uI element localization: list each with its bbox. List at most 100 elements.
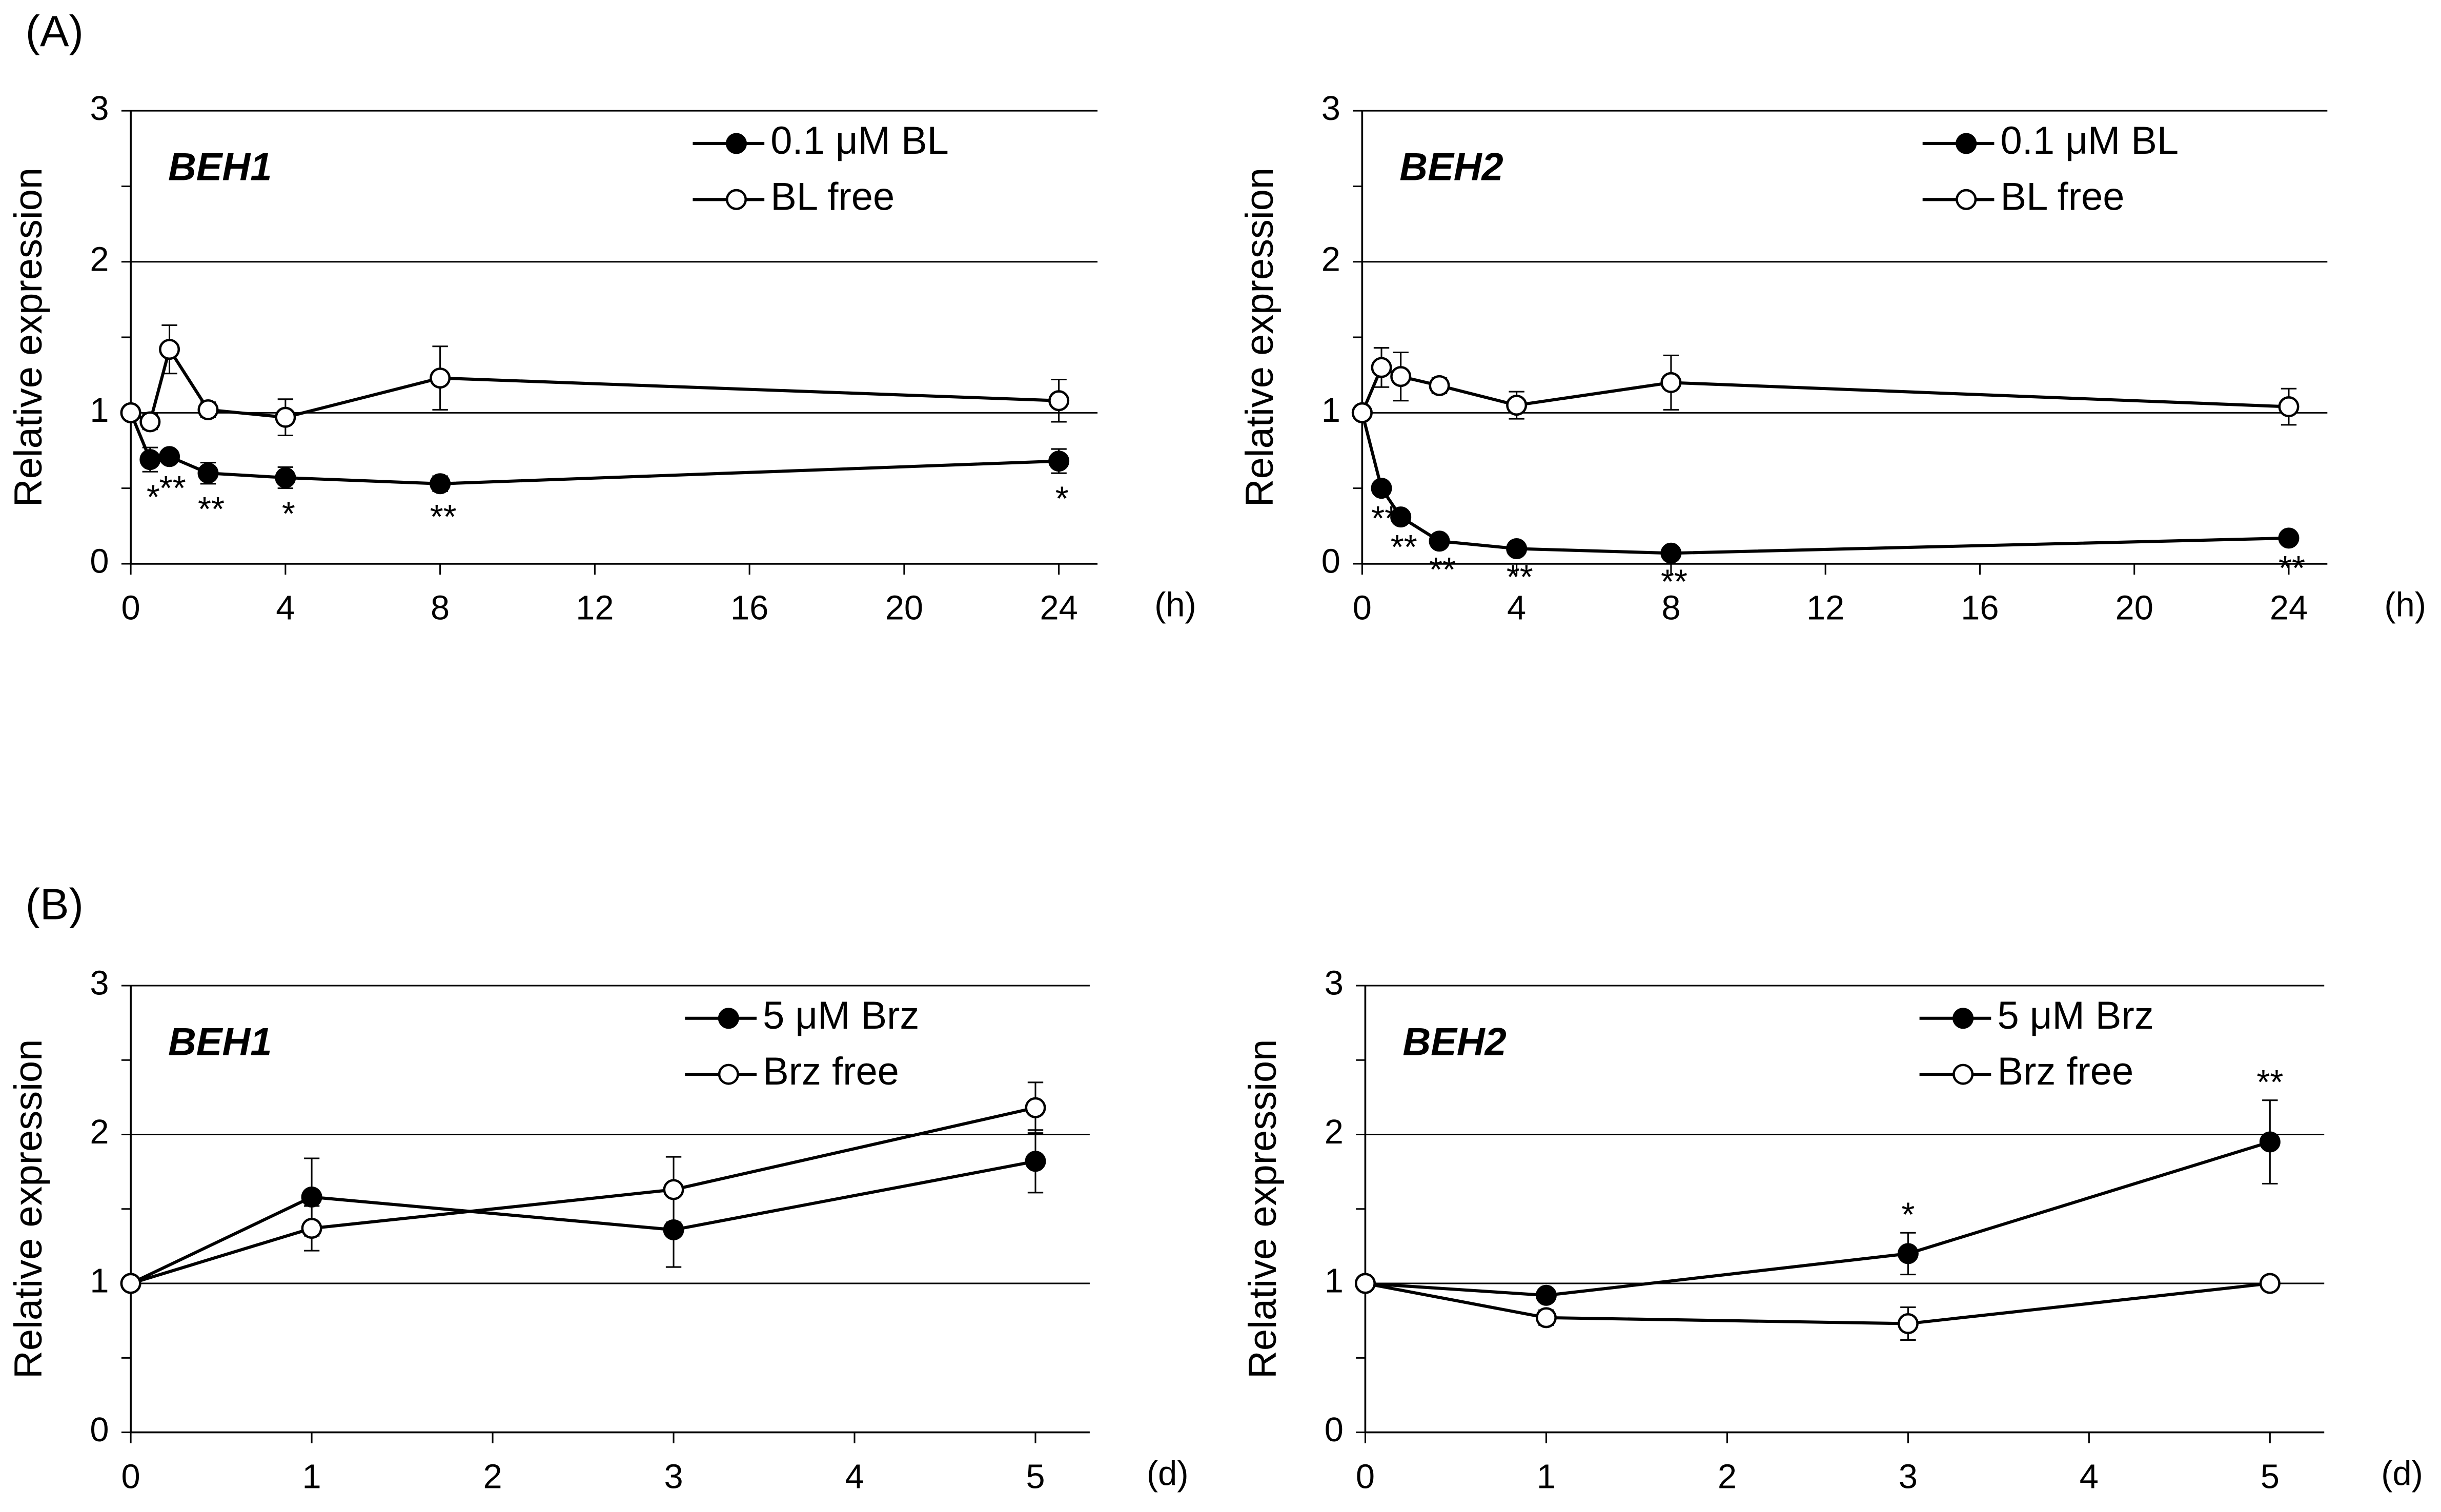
data-point xyxy=(1506,395,1528,416)
y-tick-label: 3 xyxy=(1321,90,1340,128)
data-point xyxy=(1429,375,1450,396)
x-axis-unit: (h) xyxy=(2384,586,2426,624)
y-tick-label: 0 xyxy=(1325,1411,1344,1449)
legend-label: 0.1 μM BL xyxy=(2001,119,2179,162)
y-axis-label: Relative expression xyxy=(1238,168,1281,507)
legend-label: BL free xyxy=(770,175,894,218)
data-point xyxy=(197,399,219,420)
data-point xyxy=(1371,357,1392,378)
legend-label: Brz free xyxy=(1997,1050,2133,1093)
data-point xyxy=(1390,366,1412,387)
series-line xyxy=(130,1106,1036,1285)
legend-marker xyxy=(718,1064,739,1085)
x-tick-label: 24 xyxy=(2270,589,2308,627)
significance: ** xyxy=(1507,559,1533,597)
data-point xyxy=(1025,1097,1046,1118)
data-point xyxy=(2278,396,2300,418)
series-line xyxy=(129,412,1059,485)
y-tick-label: 2 xyxy=(1325,1113,1344,1151)
x-tick-label: 3 xyxy=(664,1458,683,1496)
x-axis-unit: (d) xyxy=(2381,1455,2423,1493)
significance: ** xyxy=(1661,563,1687,601)
data-point xyxy=(2259,1273,2281,1294)
x-axis-unit: (d) xyxy=(1147,1455,1189,1493)
x-tick-label: 5 xyxy=(1026,1458,1045,1496)
data-point xyxy=(1897,1313,1919,1334)
data-point xyxy=(139,449,161,471)
data-point xyxy=(1660,542,1682,564)
gene-label: BEH1 xyxy=(168,146,272,189)
significance: ** xyxy=(198,491,225,528)
data-point xyxy=(301,1187,322,1208)
legend-marker xyxy=(725,189,747,210)
data-point xyxy=(197,462,219,484)
legend-marker xyxy=(1956,189,1977,210)
data-point xyxy=(120,1273,141,1294)
data-point xyxy=(1351,402,1373,423)
x-tick-label: 16 xyxy=(730,589,768,627)
x-tick-label: 4 xyxy=(2080,1458,2099,1496)
data-point xyxy=(1354,1273,1376,1294)
data-point xyxy=(159,339,180,360)
x-tick-label: 2 xyxy=(483,1458,502,1496)
data-point xyxy=(430,473,451,495)
x-tick-label: 4 xyxy=(276,589,295,627)
x-tick-label: 8 xyxy=(1661,589,1680,627)
x-tick-label: 0 xyxy=(1353,589,1372,627)
x-tick-label: 0 xyxy=(121,1458,140,1496)
y-tick-label: 2 xyxy=(90,240,109,278)
x-tick-label: 24 xyxy=(1040,589,1077,627)
x-tick-label: 20 xyxy=(2115,589,2153,627)
data-point xyxy=(1048,390,1070,412)
y-tick-label: 0 xyxy=(90,543,109,581)
y-tick-label: 3 xyxy=(90,965,109,1003)
x-tick-label: 8 xyxy=(431,589,450,627)
x-tick-label: 12 xyxy=(576,589,614,627)
data-point xyxy=(663,1179,684,1200)
panel-label: (B) xyxy=(26,881,84,929)
data-point xyxy=(2259,1131,2281,1153)
y-tick-label: 3 xyxy=(1325,965,1344,1003)
significance: * xyxy=(1901,1196,1915,1234)
legend-label: 5 μM Brz xyxy=(1997,994,2153,1037)
significance: ** xyxy=(1391,528,1417,566)
legend-marker xyxy=(725,133,747,154)
data-point xyxy=(1506,538,1528,559)
x-tick-label: 4 xyxy=(845,1458,864,1496)
y-tick-label: 1 xyxy=(90,1262,109,1300)
y-tick-label: 2 xyxy=(1321,240,1340,278)
data-point xyxy=(120,402,141,423)
x-tick-label: 12 xyxy=(1806,589,1844,627)
y-axis-label: Relative expression xyxy=(7,1039,50,1379)
legend-marker xyxy=(1952,1008,1974,1029)
x-axis-unit: (h) xyxy=(1154,586,1196,624)
data-point xyxy=(139,411,161,433)
legend-label: 5 μM Brz xyxy=(763,994,919,1037)
series-line xyxy=(1360,365,2289,414)
x-tick-label: 2 xyxy=(1718,1458,1737,1496)
series-line xyxy=(1365,1282,2270,1325)
gene-label: BEH2 xyxy=(1402,1020,1506,1064)
data-point xyxy=(1429,530,1450,552)
data-point xyxy=(1025,1151,1046,1172)
significance: * xyxy=(147,479,160,517)
x-tick-label: 1 xyxy=(302,1458,321,1496)
data-point xyxy=(301,1218,322,1239)
series-line xyxy=(1360,412,2289,555)
x-tick-label: 1 xyxy=(1537,1458,1556,1496)
gene-label: BEH2 xyxy=(1399,146,1503,189)
y-tick-label: 1 xyxy=(90,392,109,430)
legend-label: Brz free xyxy=(763,1050,899,1093)
significance: ** xyxy=(2256,1064,2283,1101)
data-point xyxy=(1897,1243,1919,1264)
significance: * xyxy=(282,495,295,533)
y-axis-label: Relative expression xyxy=(7,168,50,507)
significance: ** xyxy=(1429,551,1456,589)
x-tick-label: 4 xyxy=(1507,589,1526,627)
significance: ** xyxy=(2279,549,2305,587)
x-tick-label: 20 xyxy=(885,589,923,627)
x-tick-label: 3 xyxy=(1899,1458,1918,1496)
x-tick-label: 16 xyxy=(1961,589,1999,627)
data-point xyxy=(275,406,296,428)
